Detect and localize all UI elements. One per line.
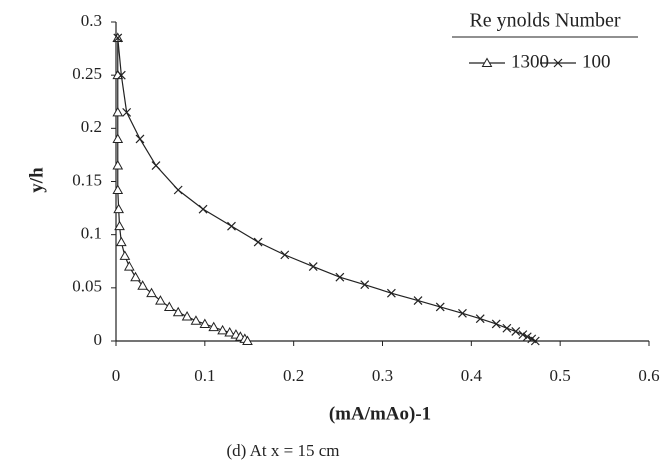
y-tick-label: 0 <box>94 330 103 349</box>
y-tick-label: 0.15 <box>72 170 102 189</box>
marker <box>114 220 125 231</box>
marker <box>491 319 501 329</box>
marker <box>112 184 124 195</box>
legend-label: 100 <box>582 51 611 72</box>
marker <box>112 160 124 170</box>
marker <box>280 250 290 260</box>
marker <box>190 315 202 325</box>
x-tick-label: 0.3 <box>372 366 393 385</box>
marker <box>475 314 485 324</box>
marker <box>137 280 149 290</box>
x-tick-label: 0 <box>112 366 121 385</box>
marker <box>335 272 345 282</box>
marker <box>173 185 183 195</box>
legend-label: 1300 <box>511 51 549 72</box>
legend-title: Re ynolds Number <box>469 10 620 32</box>
marker <box>163 301 175 311</box>
marker <box>115 236 127 247</box>
marker <box>198 204 208 214</box>
marker <box>181 311 193 321</box>
marker <box>112 133 124 143</box>
marker <box>224 326 236 337</box>
marker <box>135 134 145 144</box>
x-tick-label: 0.2 <box>283 366 304 385</box>
x-tick-label: 0.6 <box>638 366 659 385</box>
marker <box>208 321 220 332</box>
x-tick-label: 0.5 <box>550 366 571 385</box>
marker <box>253 237 263 247</box>
marker <box>413 296 423 306</box>
marker <box>242 335 253 345</box>
y-tick-label: 0.25 <box>72 64 102 83</box>
marker <box>530 336 540 346</box>
y-tick-label: 0.3 <box>81 11 102 30</box>
marker <box>518 330 528 340</box>
marker <box>522 332 532 342</box>
marker <box>119 250 131 260</box>
marker <box>511 327 521 336</box>
marker <box>122 107 132 117</box>
marker <box>227 221 236 231</box>
marker <box>458 308 467 318</box>
marker <box>386 288 396 298</box>
marker <box>113 33 123 43</box>
series-line <box>117 37 536 342</box>
y-tick-label: 0.2 <box>81 117 102 136</box>
legend-marker <box>481 57 493 67</box>
y-tick-label: 0.05 <box>72 277 102 296</box>
marker <box>435 302 445 312</box>
marker <box>146 287 157 298</box>
marker <box>172 306 184 317</box>
marker <box>130 271 141 282</box>
y-tick-label: 0.1 <box>81 224 102 243</box>
marker <box>116 70 126 80</box>
marker <box>217 324 228 335</box>
marker <box>155 295 166 305</box>
marker <box>199 318 211 328</box>
y-axis-label: y/h <box>26 167 47 193</box>
legend-marker <box>553 58 563 68</box>
marker <box>123 261 135 271</box>
marker <box>308 262 318 271</box>
marker <box>151 161 161 170</box>
x-tick-label: 0.1 <box>194 366 215 385</box>
marker <box>360 280 370 290</box>
series-line <box>117 37 248 342</box>
caption: (d) At x = 15 cm <box>227 441 340 460</box>
marker <box>113 203 125 214</box>
marker <box>502 323 512 333</box>
x-tick-label: 0.4 <box>461 366 483 385</box>
marker <box>112 106 124 117</box>
x-axis-label: (mA/mAo)-1 <box>329 403 431 424</box>
